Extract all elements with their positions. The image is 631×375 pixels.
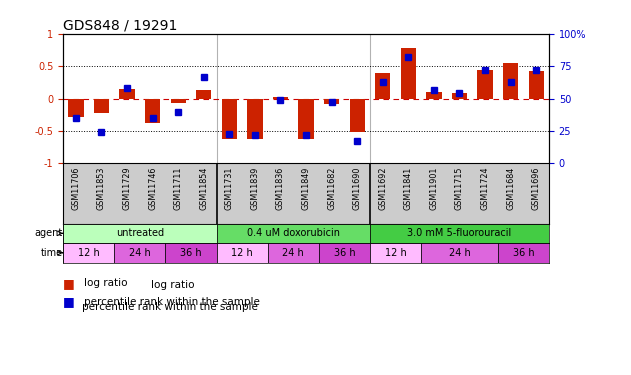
- Bar: [216, 224, 370, 243]
- Text: 36 h: 36 h: [334, 248, 355, 258]
- Text: GSM11692: GSM11692: [378, 166, 387, 210]
- Text: 24 h: 24 h: [129, 248, 151, 258]
- Text: time: time: [40, 248, 62, 258]
- Bar: [68, 99, 83, 117]
- Text: GSM11841: GSM11841: [404, 166, 413, 210]
- Text: GSM11836: GSM11836: [276, 166, 285, 210]
- Text: GSM11731: GSM11731: [225, 166, 234, 210]
- Text: GSM11682: GSM11682: [327, 166, 336, 210]
- Bar: [350, 99, 365, 132]
- Bar: [319, 243, 370, 262]
- Bar: [375, 73, 391, 99]
- Text: GSM11696: GSM11696: [532, 166, 541, 210]
- Bar: [273, 97, 288, 99]
- Text: untreated: untreated: [115, 228, 164, 238]
- Bar: [298, 99, 314, 139]
- Text: GSM11690: GSM11690: [353, 166, 362, 210]
- Bar: [529, 71, 544, 99]
- Text: GSM11715: GSM11715: [455, 166, 464, 210]
- Text: 12 h: 12 h: [385, 248, 406, 258]
- Bar: [401, 48, 416, 99]
- Text: percentile rank within the sample: percentile rank within the sample: [82, 303, 258, 312]
- Text: GDS848 / 19291: GDS848 / 19291: [63, 19, 177, 33]
- Bar: [247, 99, 262, 139]
- Text: ■: ■: [63, 296, 75, 308]
- Text: 12 h: 12 h: [231, 248, 253, 258]
- Bar: [165, 243, 216, 262]
- Bar: [268, 243, 319, 262]
- Text: 0.4 uM doxorubicin: 0.4 uM doxorubicin: [247, 228, 339, 238]
- Text: GSM11849: GSM11849: [302, 166, 310, 210]
- Text: GSM11853: GSM11853: [97, 166, 106, 210]
- Text: 24 h: 24 h: [283, 248, 304, 258]
- Text: ■: ■: [63, 277, 75, 290]
- Bar: [170, 99, 186, 103]
- Bar: [221, 99, 237, 140]
- Text: percentile rank within the sample: percentile rank within the sample: [84, 297, 260, 307]
- Bar: [63, 224, 216, 243]
- Bar: [370, 224, 549, 243]
- Text: 36 h: 36 h: [512, 248, 534, 258]
- Text: GSM11711: GSM11711: [174, 166, 182, 210]
- Bar: [478, 70, 493, 99]
- Text: GSM11901: GSM11901: [430, 166, 439, 210]
- Bar: [216, 243, 268, 262]
- Text: GSM11854: GSM11854: [199, 166, 208, 210]
- Text: GSM11724: GSM11724: [481, 166, 490, 210]
- Bar: [426, 92, 442, 99]
- Text: GSM11839: GSM11839: [251, 166, 259, 210]
- Text: 12 h: 12 h: [78, 248, 100, 258]
- Text: log ratio: log ratio: [151, 280, 195, 290]
- Text: 3.0 mM 5-fluorouracil: 3.0 mM 5-fluorouracil: [408, 228, 512, 238]
- Bar: [498, 243, 549, 262]
- Bar: [114, 243, 165, 262]
- Bar: [370, 243, 421, 262]
- Bar: [503, 63, 518, 99]
- Text: GSM11746: GSM11746: [148, 166, 157, 210]
- Text: agent: agent: [34, 228, 62, 238]
- Text: GSM11684: GSM11684: [506, 166, 515, 210]
- Text: GSM11706: GSM11706: [71, 166, 80, 210]
- Text: 24 h: 24 h: [449, 248, 470, 258]
- Bar: [63, 243, 114, 262]
- Bar: [324, 99, 339, 104]
- Text: 36 h: 36 h: [180, 248, 202, 258]
- Bar: [421, 243, 498, 262]
- Bar: [119, 89, 134, 99]
- Bar: [145, 99, 160, 123]
- Text: GSM11729: GSM11729: [122, 166, 131, 210]
- Text: log ratio: log ratio: [84, 278, 127, 288]
- Bar: [94, 99, 109, 113]
- Bar: [452, 93, 467, 99]
- Bar: [196, 90, 211, 99]
